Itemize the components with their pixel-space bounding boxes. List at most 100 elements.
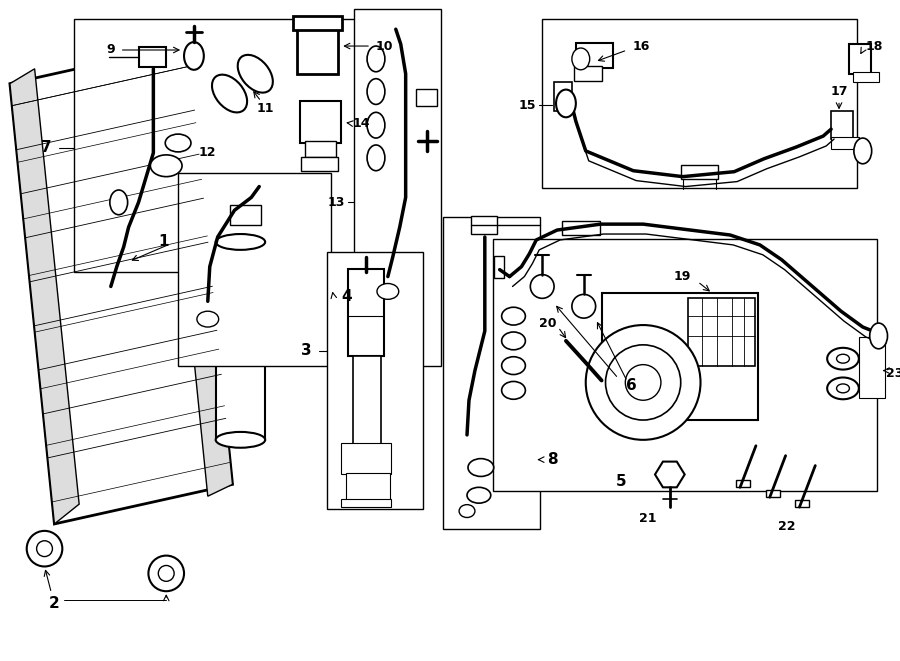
Bar [494,256,504,278]
Bar [292,17,342,30]
Ellipse shape [501,332,526,350]
Ellipse shape [501,307,526,325]
Circle shape [586,325,700,440]
Text: 1: 1 [158,235,168,249]
Bar [542,19,857,188]
Text: 6: 6 [626,378,636,393]
Ellipse shape [854,138,872,164]
Ellipse shape [837,354,850,363]
Text: 21: 21 [639,512,657,525]
Ellipse shape [377,284,399,299]
Text: 8: 8 [547,452,557,467]
Bar [305,141,337,157]
Ellipse shape [216,432,266,447]
Circle shape [27,531,62,566]
Bar [346,473,390,501]
Text: 19: 19 [674,270,691,283]
Polygon shape [655,461,685,487]
Text: 11: 11 [256,102,274,115]
Circle shape [626,365,661,401]
Ellipse shape [459,504,475,518]
Bar [355,9,441,366]
Bar [766,490,779,497]
Ellipse shape [837,384,850,393]
Text: 23: 23 [886,367,900,380]
Text: 22: 22 [778,520,796,533]
Ellipse shape [166,134,191,152]
Bar [297,22,338,74]
Polygon shape [10,44,232,524]
Bar [348,268,384,356]
Bar [139,47,166,67]
Text: 2: 2 [49,596,59,611]
Bar [471,216,497,234]
Bar [74,19,361,272]
Ellipse shape [212,75,248,112]
Bar [341,499,391,507]
Text: 10: 10 [375,40,392,52]
Ellipse shape [150,155,182,176]
Circle shape [530,274,554,298]
Bar [554,82,572,111]
Bar [831,137,859,149]
Bar [849,44,870,74]
Bar [492,239,877,491]
Ellipse shape [572,48,590,70]
Polygon shape [10,69,79,524]
Circle shape [572,294,596,318]
Bar [576,43,614,68]
Polygon shape [163,44,232,496]
Text: 18: 18 [866,40,883,52]
Text: 4: 4 [341,289,352,304]
Ellipse shape [501,357,526,375]
Text: 9: 9 [106,44,115,56]
Text: 15: 15 [518,99,536,112]
Bar [444,217,540,529]
Bar [216,242,266,440]
Ellipse shape [468,459,494,477]
Ellipse shape [501,381,526,399]
Text: 7: 7 [41,140,52,155]
Bar [736,481,750,487]
Ellipse shape [197,311,219,327]
Bar [341,443,391,475]
Ellipse shape [869,323,887,349]
Circle shape [158,566,174,581]
Text: 3: 3 [302,343,312,358]
Circle shape [606,345,680,420]
Ellipse shape [367,46,385,72]
Bar [300,101,341,143]
Ellipse shape [216,234,266,250]
Bar [688,298,755,366]
Ellipse shape [467,487,491,503]
Bar [601,293,758,420]
Text: 20: 20 [539,317,557,330]
Text: 12: 12 [199,146,217,159]
Bar [574,66,601,81]
Bar [680,165,718,178]
Ellipse shape [367,145,385,171]
Bar [230,206,261,225]
Ellipse shape [184,42,203,70]
Bar [416,89,437,106]
Bar [796,500,809,507]
Text: 16: 16 [633,40,650,52]
Bar [178,173,331,366]
Bar [327,252,424,509]
Ellipse shape [827,377,859,399]
Bar [853,72,878,82]
Text: 5: 5 [616,474,626,489]
Bar [859,337,885,399]
Bar [301,157,338,171]
Text: 13: 13 [328,196,345,209]
Ellipse shape [556,90,576,117]
Bar [353,356,381,445]
Ellipse shape [110,190,128,215]
Ellipse shape [238,55,273,93]
Bar [562,221,599,235]
Ellipse shape [367,79,385,104]
Circle shape [148,556,184,591]
Text: 17: 17 [831,85,848,98]
Text: 14: 14 [353,117,370,130]
Ellipse shape [827,348,859,369]
